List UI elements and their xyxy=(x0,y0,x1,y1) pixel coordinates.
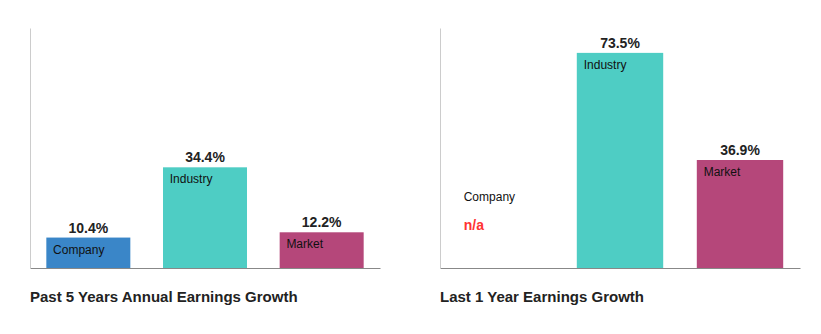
category-label: Company xyxy=(464,190,515,204)
title: Past 5 Years Annual Earnings Growth xyxy=(30,288,298,305)
bars xyxy=(46,167,363,268)
labels: Company n/a 73.5% Industry 36.9% Market xyxy=(464,35,761,233)
y-axis xyxy=(30,29,31,269)
category-label: Market xyxy=(286,237,323,251)
x-axis-line xyxy=(31,268,381,269)
bar xyxy=(163,167,247,268)
panel: 10.4% Company 34.4% Industry 12.2% Market Past… xyxy=(30,29,381,306)
labels: 10.4% Company 34.4% Industry 12.2% Market xyxy=(53,149,342,256)
category-label: Market xyxy=(704,165,741,179)
title: Last 1 Year Earnings Growth xyxy=(440,288,644,305)
value-label: 73.5% xyxy=(600,35,640,51)
bar xyxy=(280,232,364,268)
x-axis xyxy=(441,268,801,269)
y-axis-line xyxy=(440,29,441,269)
x-axis xyxy=(31,268,381,269)
category-label: Industry xyxy=(170,172,213,186)
value-label: 10.4% xyxy=(68,220,108,236)
y-axis-line xyxy=(30,29,31,269)
bar xyxy=(697,160,783,268)
chart-root: 10.4% Company 34.4% Industry 12.2% Market Past… xyxy=(0,0,821,334)
value-label: n/a xyxy=(464,217,484,233)
category-label: Company xyxy=(53,243,104,257)
category-label: Industry xyxy=(584,58,627,72)
x-axis-line xyxy=(441,268,801,269)
value-label: 12.2% xyxy=(302,214,342,230)
value-label: 34.4% xyxy=(185,149,225,165)
bar xyxy=(577,53,663,268)
value-label: 36.9% xyxy=(720,142,760,158)
panel: Company n/a 73.5% Industry 36.9% Market Last 1… xyxy=(440,29,801,306)
y-axis xyxy=(440,29,441,269)
bar xyxy=(46,238,130,268)
bars xyxy=(577,53,783,268)
